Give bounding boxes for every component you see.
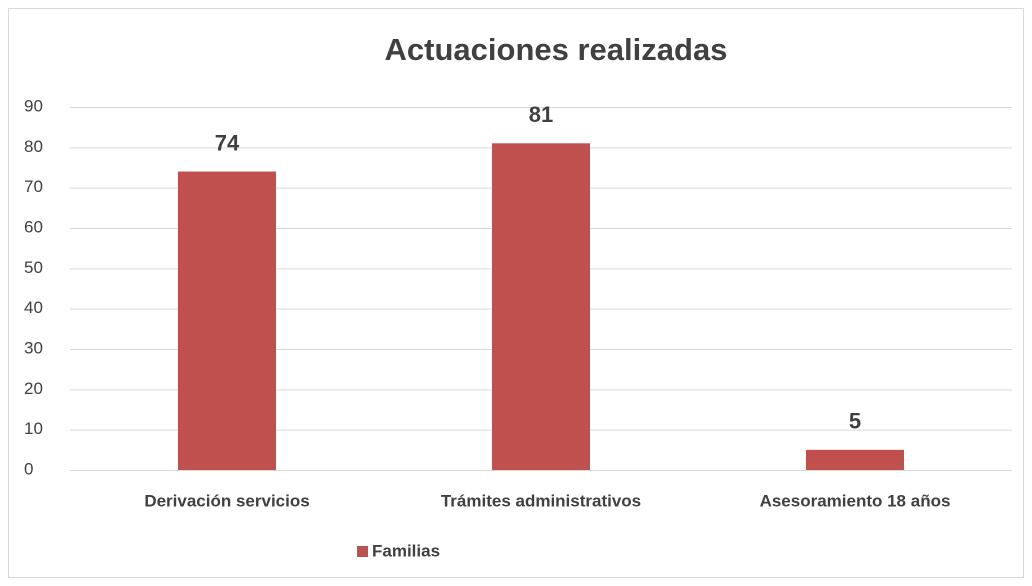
y-tick-label: 10 [24,419,43,438]
bar [178,171,276,471]
data-label: 5 [849,409,861,434]
y-tick-label: 40 [24,298,43,317]
legend-swatch [357,546,368,557]
bar [806,449,904,470]
y-tick-label: 70 [24,177,43,196]
y-tick-label: 50 [24,258,43,277]
bar [492,143,590,471]
y-tick-label: 80 [24,137,43,156]
y-tick-label: 0 [24,459,33,478]
data-label: 81 [529,102,553,127]
y-tick-label: 20 [24,379,43,398]
y-tick-label: 90 [24,96,43,115]
x-tick-label: Asesoramiento 18 años [760,491,951,510]
y-tick-label: 30 [24,338,43,357]
x-tick-label: Derivación servicios [144,491,309,510]
y-tick-label: 60 [24,217,43,236]
chart-title: Actuaciones realizadas [385,32,728,67]
data-label: 74 [215,130,240,155]
x-tick-label: Trámites administrativos [441,491,641,510]
legend-label: Familias [372,541,440,560]
